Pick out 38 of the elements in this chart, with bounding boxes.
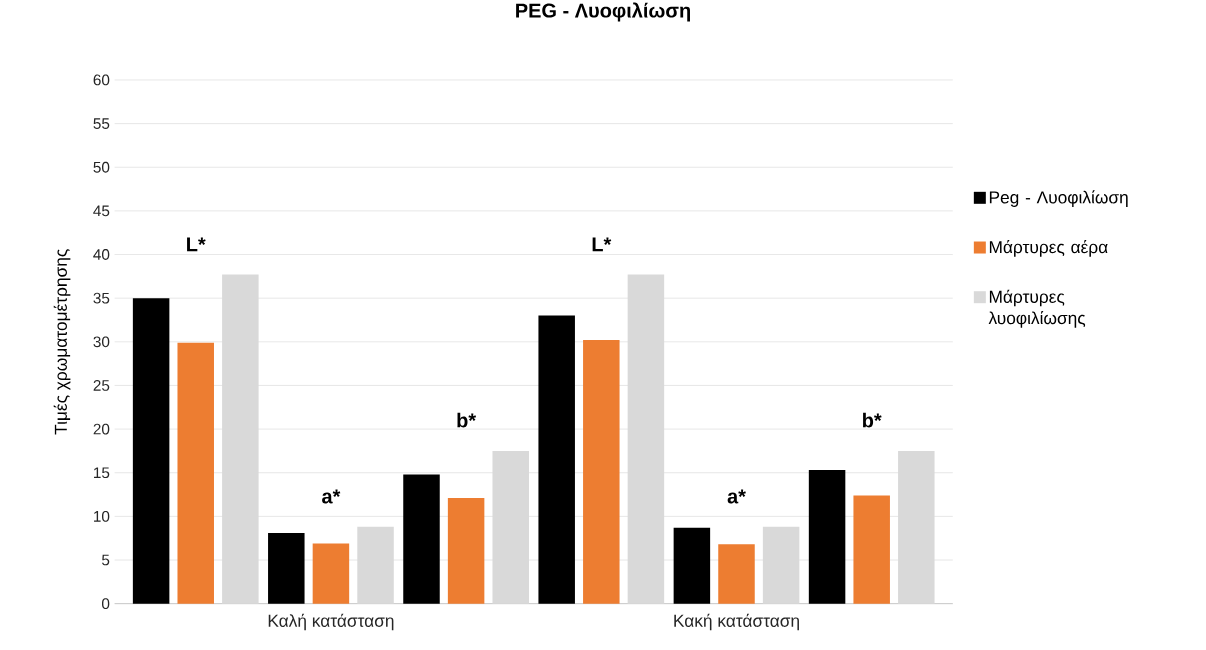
y-tick-label: 55 — [93, 118, 110, 129]
bar — [177, 342, 214, 604]
chart-title: PEG - Λυοφιλίωση — [516, 2, 690, 22]
y-tick-label: 50 — [93, 161, 110, 173]
legend-label: Peg - Λυοφιλίωση — [989, 190, 1128, 207]
annotation: b* — [457, 412, 477, 428]
y-tick-label: 10 — [94, 510, 110, 522]
y-axis-title: Τιμές χρωματομέτρησης — [53, 249, 71, 435]
annotation: L* — [592, 237, 612, 252]
y-tick-label: 35 — [93, 292, 110, 304]
legend-label: Μάρτυρες λυοφιλίωσης — [988, 289, 1086, 328]
bar — [808, 469, 846, 604]
annotation: a* — [322, 489, 341, 504]
y-tick-label: 15 — [94, 467, 110, 478]
x-tick-label: Κακή κατάσταση — [674, 613, 799, 631]
y-tick-label: 25 — [93, 379, 110, 391]
bar — [673, 527, 711, 604]
bar — [583, 339, 620, 604]
y-tick-label: 20 — [93, 423, 110, 435]
annotation: b* — [863, 412, 882, 428]
annotation: a* — [727, 489, 746, 504]
bar — [718, 544, 755, 604]
y-tick-label: 0 — [101, 598, 110, 609]
bar — [268, 532, 305, 604]
y-tick-label: 5 — [101, 554, 110, 566]
annotation: L* — [187, 237, 206, 252]
bar — [312, 543, 350, 604]
bar — [447, 497, 485, 604]
y-tick-label: 45 — [93, 205, 110, 217]
bar — [403, 474, 440, 604]
y-tick-label: 30 — [93, 336, 110, 348]
bar — [132, 298, 170, 604]
legend-label: Μάρτυρες αέρα — [989, 239, 1108, 257]
y-tick-label: 60 — [93, 74, 110, 86]
x-tick-label: Καλή κατάσταση — [268, 613, 394, 631]
bar — [538, 315, 575, 604]
bar — [853, 495, 890, 604]
y-tick-label: 40 — [93, 248, 110, 260]
